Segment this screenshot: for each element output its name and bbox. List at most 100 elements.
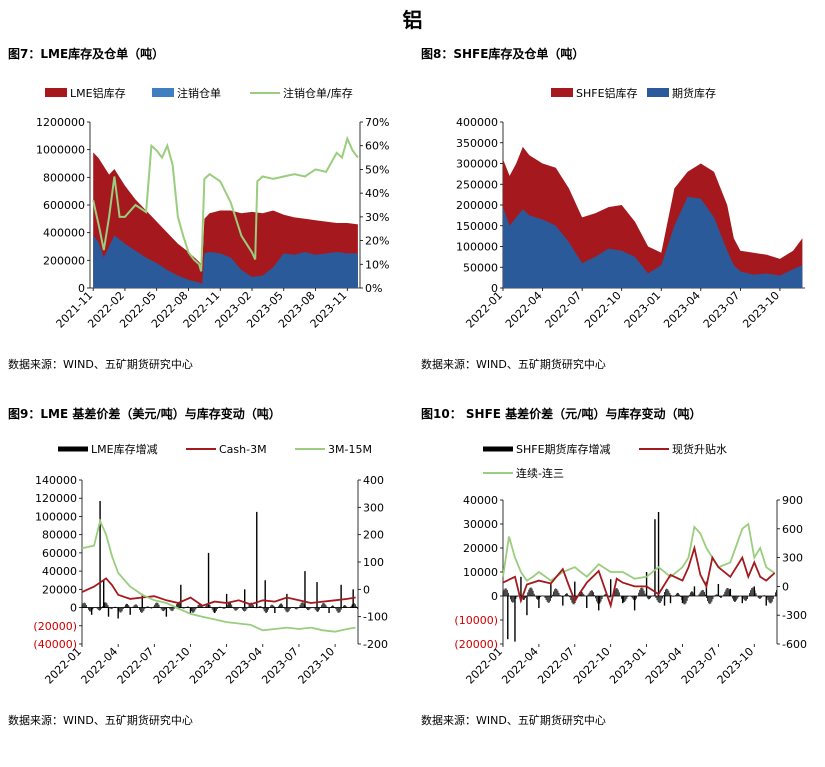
series-area-futures-stock: [503, 196, 803, 288]
x-tick-label: 2022-04: [499, 645, 541, 687]
legend-label: 3M-15M: [328, 443, 372, 456]
y-tick-label: 40000: [463, 494, 498, 507]
y-right-tick-label: 0%: [365, 282, 382, 295]
y-right-tick-label: 40%: [365, 187, 389, 200]
y-tick-label: 0: [491, 590, 498, 603]
x-tick-label: 2022-10: [571, 645, 613, 687]
y-right-tick-label: 900: [782, 494, 803, 507]
x-tick-label: 2023-01: [187, 645, 229, 687]
x-tick-label: 2023-01: [622, 289, 664, 331]
legend-label: SHFE期货库存增减: [516, 442, 611, 456]
series-area-cancelled: [93, 235, 358, 288]
y-tick-label: 20000: [42, 583, 77, 596]
x-tick-label: 2022-04: [503, 289, 545, 331]
y-right-tick-label: 400: [363, 474, 384, 487]
chart-fig9: LME库存增减 Cash-3M 3M-15M (40000) (20000) 0 20000…: [33, 442, 388, 687]
legend-swatch: [551, 88, 573, 97]
y-tick-label: 100000: [456, 241, 498, 254]
y-right-tick-label: 10%: [365, 258, 389, 271]
x-tick-label: 2023-04: [643, 645, 685, 687]
y-tick-label: 400000: [43, 227, 85, 240]
y-tick-label: 600000: [43, 199, 85, 212]
y-tick-label: 200000: [456, 199, 498, 212]
x-tick-label: 2023-01: [607, 645, 649, 687]
x-tick-label: 2023-10: [296, 645, 338, 687]
panel-fig10: 图10： SHFE 基差价差（元/吨）与库存变动（吨） SHFE期货库存增减 现货…: [413, 400, 825, 767]
chart-title: 图9：LME 基差价差（美元/吨）与库存变动（吨）: [8, 407, 281, 421]
y-right-tick-label: 50%: [365, 163, 389, 176]
y-tick-label: 150000: [456, 220, 498, 233]
source-note: 数据来源：WIND、五矿期货研究中心: [8, 358, 193, 371]
chart-title: 图8：SHFE库存及仓单（吨）: [421, 47, 585, 61]
y-tick-label: (20000): [33, 620, 77, 633]
y-right-tick-label: 0: [782, 580, 789, 593]
series-line-3m-15m: [81, 518, 356, 633]
legend-label: 注销仓单/库存: [283, 86, 353, 100]
y-tick-label: 400000: [456, 116, 498, 129]
legend-label: LME库存增减: [91, 442, 158, 456]
y-tick-label: 350000: [456, 137, 498, 150]
x-tick-label: 2022-07: [115, 645, 157, 687]
legend-swatch: [152, 88, 174, 97]
x-tick-label: 2022-10: [582, 289, 624, 331]
y-tick-label: 800000: [43, 171, 85, 184]
x-tick-label: 2022-01: [42, 645, 84, 687]
y-tick-label: 20000: [463, 542, 498, 555]
y-right-tick-label: -100: [363, 611, 388, 624]
x-tick-label: 2023-10: [715, 645, 757, 687]
source-note: 数据来源：WIND、五矿期货研究中心: [421, 358, 606, 371]
series-line-cash-3m: [81, 577, 356, 607]
x-tick-label: 2022-04: [79, 645, 121, 687]
x-tick-label: 2023-07: [701, 289, 743, 331]
x-tick-label: 2023-10: [740, 289, 782, 331]
y-tick-label: 120000: [35, 492, 77, 505]
legend-label: 连续-连三: [516, 466, 564, 480]
panel-fig7: 图7：LME库存及仓单（吨） LME铝库存 注销仓单 注销仓单/库存 0 200000 4…: [0, 40, 412, 407]
y-right-tick-label: 300: [363, 501, 384, 514]
y-tick-label: 10000: [463, 566, 498, 579]
x-tick-label: 2022-07: [535, 645, 577, 687]
y-tick-label: 30000: [463, 518, 498, 531]
x-tick-label: 2023-04: [661, 289, 703, 331]
legend-label: Cash-3M: [219, 443, 267, 456]
x-tick-label: 2023-04: [223, 645, 265, 687]
x-tick-label: 2022-10: [151, 645, 193, 687]
chart-fig8: SHFE铝库存 期货库存 0 50000 100000 150000 200000 25000…: [456, 86, 805, 331]
y-tick-label: 80000: [42, 529, 77, 542]
y-tick-label: 200000: [43, 254, 85, 267]
x-tick-label: 2023-07: [259, 645, 301, 687]
y-tick-label: 100000: [35, 510, 77, 523]
y-right-tick-label: -300: [782, 609, 807, 622]
legend-label: 现货升贴水: [672, 442, 727, 456]
y-tick-label: (40000): [33, 638, 77, 651]
y-right-tick-label: 20%: [365, 235, 389, 248]
y-tick-label: 50000: [463, 261, 498, 274]
legend-label: 注销仓单: [177, 86, 221, 100]
source-note: 数据来源：WIND、五矿期货研究中心: [8, 714, 193, 727]
x-tick-label: 2023-07: [679, 645, 721, 687]
series-area-lme-stock: [93, 152, 358, 288]
y-right-tick-label: 600: [782, 523, 803, 536]
source-note: 数据来源：WIND、五矿期货研究中心: [421, 714, 606, 727]
y-right-tick-label: 300: [782, 552, 803, 565]
series-line-continuous-third: [502, 522, 776, 582]
y-tick-label: 250000: [456, 178, 498, 191]
y-tick-label: 0: [78, 282, 85, 295]
series-line-ratio: [92, 135, 359, 272]
y-tick-label: 40000: [42, 565, 77, 578]
y-tick-label: 140000: [35, 474, 77, 487]
x-tick-label: 2022-01: [463, 645, 505, 687]
x-tick-label: 2022-01: [463, 289, 505, 331]
y-tick-label: 0: [491, 282, 498, 295]
y-tick-label: 0: [70, 602, 77, 615]
legend-label: 期货库存: [672, 86, 716, 100]
legend-swatch: [45, 88, 67, 97]
y-right-tick-label: 100: [363, 556, 384, 569]
y-tick-label: 1200000: [36, 116, 85, 129]
x-tick-label: 2022-07: [543, 289, 585, 331]
page-title: 铝: [402, 8, 423, 32]
y-right-tick-label: 70%: [365, 116, 389, 129]
y-tick-label: (20000): [454, 638, 498, 651]
y-tick-label: 300000: [456, 158, 498, 171]
